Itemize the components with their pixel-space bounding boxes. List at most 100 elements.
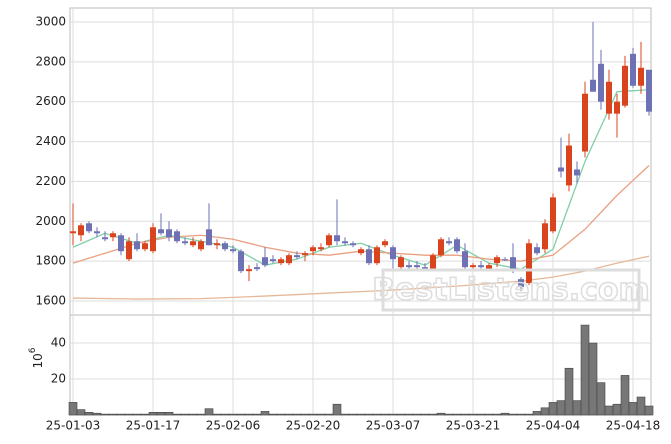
volume-bar xyxy=(380,413,390,416)
volume-panel xyxy=(69,314,652,416)
volume-bar xyxy=(556,400,566,416)
volume-bar xyxy=(484,413,494,416)
volume-bar xyxy=(308,413,318,416)
volume-bar xyxy=(372,413,382,416)
volume-bar xyxy=(644,405,654,416)
volume-bar xyxy=(532,411,542,416)
volume-bar xyxy=(572,400,582,416)
candle-body xyxy=(542,223,548,250)
candle-body xyxy=(262,257,268,266)
candle-body xyxy=(318,247,324,250)
volume-bar xyxy=(492,413,502,416)
volume-bar xyxy=(172,413,182,416)
volume-bar xyxy=(244,413,254,416)
candle-body xyxy=(326,235,332,246)
volume-bar xyxy=(516,413,526,416)
volume-bar xyxy=(84,412,94,416)
volume-bar xyxy=(100,413,110,416)
volume-bar xyxy=(276,413,286,416)
candle-body xyxy=(246,269,252,272)
candle-body xyxy=(206,229,212,246)
candle-body xyxy=(414,265,420,268)
volume-bar xyxy=(548,402,558,416)
candle-body xyxy=(78,225,84,236)
volume-bar xyxy=(76,409,86,416)
candle-body xyxy=(310,247,316,252)
candle-body xyxy=(366,249,372,264)
candle-body xyxy=(422,267,428,270)
volume-bar xyxy=(388,413,398,416)
candle-body xyxy=(238,251,244,272)
candle-body xyxy=(142,243,148,250)
volume-bar xyxy=(540,407,550,416)
volume-bar xyxy=(524,413,534,416)
candle-body xyxy=(302,253,308,256)
volume-bar xyxy=(148,412,158,416)
volume-bar xyxy=(340,413,350,416)
volume-bar xyxy=(212,413,222,416)
volume-bar xyxy=(636,396,646,416)
candle-body xyxy=(118,235,124,252)
candle-body xyxy=(622,65,628,106)
volume-bar xyxy=(268,413,278,416)
candle-body xyxy=(270,259,276,262)
volume-bar xyxy=(284,413,294,416)
candle-body xyxy=(230,249,236,252)
unit-exponent: 6 xyxy=(28,347,38,353)
volume-bar xyxy=(612,403,622,416)
volume-bar xyxy=(132,413,142,416)
candle-body xyxy=(566,145,572,186)
candle-body xyxy=(70,231,76,234)
watermark: BestListens.com xyxy=(371,268,651,312)
volume-bar xyxy=(252,413,262,416)
volume-bar xyxy=(316,413,326,416)
candle-body xyxy=(574,169,580,176)
candle-body xyxy=(550,197,556,232)
volume-bar xyxy=(292,413,302,416)
candle-body xyxy=(606,81,612,114)
y-tick-label: 2800 xyxy=(35,54,66,68)
candle-body xyxy=(438,239,444,256)
x-tick-label: 25-01-17 xyxy=(126,419,180,433)
volume-bar xyxy=(436,412,446,416)
volume-bar xyxy=(68,402,78,416)
candle-body xyxy=(470,265,476,268)
y-tick-label: 1600 xyxy=(35,294,66,308)
candle-body xyxy=(222,243,228,250)
candle-body xyxy=(534,247,540,254)
volume-bar xyxy=(580,324,590,416)
candle-body xyxy=(254,267,260,270)
volume-bar xyxy=(92,412,102,416)
volume-bar xyxy=(604,405,614,416)
volume-bar xyxy=(628,402,638,416)
candle-body xyxy=(166,229,172,238)
candle-body xyxy=(158,229,164,234)
candle-body xyxy=(350,243,356,246)
candle-body xyxy=(582,93,588,152)
volume-bar xyxy=(300,413,310,416)
volume-bar xyxy=(444,413,454,416)
candle-body xyxy=(294,255,300,258)
volume-bar xyxy=(452,413,462,416)
volume-bar xyxy=(404,413,414,416)
volume-bar xyxy=(468,413,478,416)
candle-body xyxy=(126,241,132,260)
volume-bar xyxy=(204,408,214,416)
volume-bar xyxy=(356,413,366,416)
candle-body xyxy=(334,235,340,242)
candle-body xyxy=(110,233,116,238)
volume-bar xyxy=(348,413,358,416)
candle-body xyxy=(358,249,364,254)
candle-body xyxy=(198,241,204,250)
candle-body xyxy=(150,227,156,252)
volume-bar xyxy=(228,413,238,416)
volume-bar xyxy=(116,413,126,416)
volume-bar xyxy=(500,412,510,416)
volume-bar xyxy=(196,413,206,416)
candle-body xyxy=(390,247,396,260)
candle-body xyxy=(374,247,380,264)
volume-bar xyxy=(364,413,374,416)
volume-bar xyxy=(564,367,574,416)
volume-bar xyxy=(420,413,430,416)
candle-body xyxy=(94,231,100,234)
